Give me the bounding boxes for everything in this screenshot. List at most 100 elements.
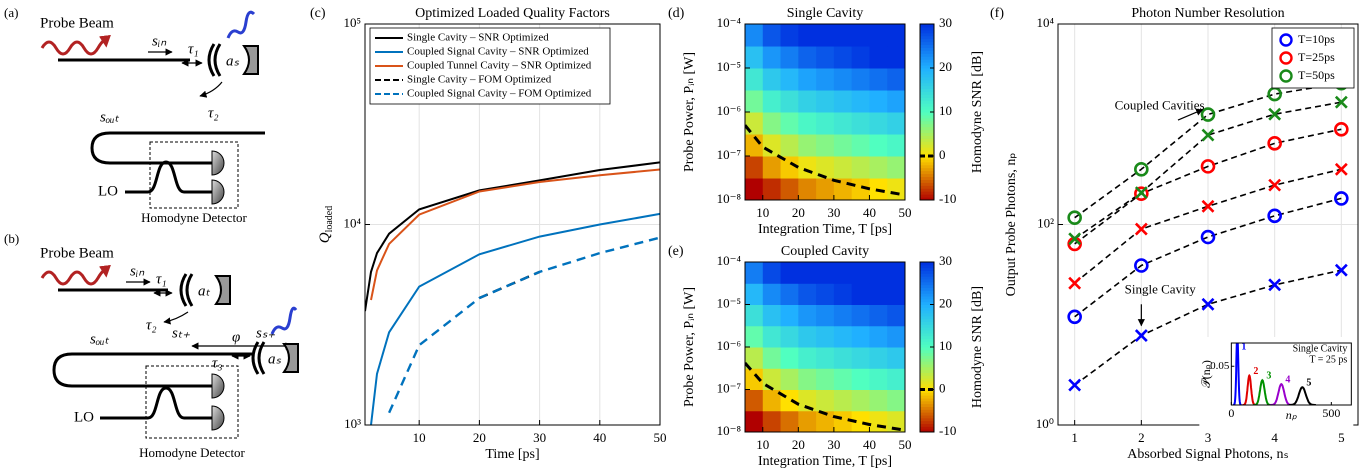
colorbar-step	[920, 41, 934, 46]
colorbar-step	[920, 158, 934, 163]
heatmap-cell	[833, 368, 853, 390]
colorbar-step	[920, 88, 934, 92]
colorbar-step	[920, 182, 934, 186]
colorbar-tick-label: 30	[939, 253, 952, 268]
s-s: sₛ₊	[256, 325, 275, 341]
colorbar-tick-label: 0	[939, 380, 946, 395]
s-in: sᵢₙ	[130, 263, 145, 279]
heatmap-cell	[780, 283, 799, 305]
x-tick-label: 30	[827, 205, 840, 220]
heatmap-cell	[851, 347, 870, 369]
colorbar-step	[920, 321, 934, 325]
heatmap-cell	[816, 347, 835, 369]
heatmap-cell	[869, 389, 888, 412]
colorbar-step	[920, 423, 934, 427]
colorbar-step	[920, 144, 934, 148]
x-tick-label: 20	[473, 430, 486, 445]
y-tick-label: 10⁻⁵	[717, 295, 741, 310]
heatmap-cell	[833, 283, 853, 305]
colorbar-step	[920, 59, 934, 63]
colorbar-step	[920, 358, 934, 362]
colorbar-step	[920, 114, 934, 119]
y-tick-label: 10⁴	[343, 215, 361, 230]
y-axis-label: Output Probe Photons, nₚ	[1004, 153, 1019, 297]
inset-x-tick-label: 0	[1228, 406, 1234, 420]
colorbar-step	[920, 53, 934, 57]
heatmap-cell	[887, 24, 906, 47]
heatmap-cell	[833, 325, 853, 348]
diagram-b: (b) Probe Beam sᵢₙ τ₁ aₜ τ₂ sₜ₊ φ sₛ₊ τ₃…	[4, 231, 299, 460]
colorbar-step	[920, 56, 934, 60]
x-tick-label: 5	[1338, 430, 1345, 445]
colorbar-step	[920, 132, 934, 136]
heatmap-cell	[745, 262, 764, 284]
heatmap-cell	[798, 46, 817, 69]
detector	[211, 150, 225, 176]
legend-label: Coupled Tunnel Cavity – SNR Optimized	[407, 60, 592, 72]
heatmap-cell	[887, 410, 906, 433]
colorbar-step	[920, 161, 934, 166]
panel-label: (e)	[668, 244, 684, 259]
marker-circle	[1267, 136, 1282, 151]
x-axis-label: Integration Time, T [ps]	[758, 454, 892, 468]
colorbar-step	[920, 284, 934, 288]
heatmap-cell	[762, 410, 782, 433]
heatmap-cell	[745, 389, 764, 412]
colorbar-step	[920, 126, 934, 131]
y-axis-label: Probe Power, Pᵢₙ [W]	[682, 287, 697, 407]
marker-cross	[1268, 278, 1282, 292]
legend-label: Coupled Signal Cavity – SNR Optimized	[407, 46, 589, 58]
detector-box	[149, 141, 239, 209]
heatmap-cell	[816, 389, 835, 412]
colorbar-step	[920, 417, 934, 422]
heatmap-cell	[798, 68, 817, 91]
marker-cross	[1201, 199, 1215, 213]
s-out: sₒᵤₜ	[100, 109, 120, 125]
series-line	[388, 236, 660, 414]
marker-cross	[1334, 95, 1348, 109]
colorbar-step	[920, 44, 934, 48]
detector	[211, 373, 225, 399]
heatmap-cell	[762, 325, 782, 348]
colorbar-tick-label: 20	[939, 59, 952, 74]
colorbar-tick-label: -10	[939, 423, 956, 438]
marker-cross	[1268, 107, 1282, 121]
mirror	[207, 43, 222, 77]
y-tick-label: 10²	[1037, 215, 1054, 230]
probe-label: Probe Beam	[40, 15, 114, 31]
colorbar-step	[920, 191, 934, 195]
heatmap-cell	[869, 68, 888, 91]
colorbar-step	[920, 412, 934, 416]
heatmap-cell	[869, 368, 888, 390]
colorbar-label: Homodyne SNR [dB]	[970, 286, 985, 408]
colorbar-step	[920, 185, 934, 189]
signal-wave	[270, 306, 298, 335]
colorbar-step	[920, 138, 934, 142]
heatmap-cell	[816, 410, 835, 433]
legend-label: T=10ps	[1298, 32, 1335, 46]
y-tick-label: 10⁻⁷	[717, 380, 741, 395]
marker-cross	[1068, 276, 1082, 290]
inset-y-label: 𝒫(nₚ)	[1199, 360, 1213, 388]
lo-label: LO	[74, 409, 94, 425]
colorbar-step	[920, 369, 934, 373]
x-tick-label: 10	[756, 205, 769, 220]
colorbar-step	[920, 120, 934, 125]
inset-peak	[1288, 386, 1316, 405]
diagram-a: (a) Probe Beam sᵢₙ τ₁ aₛ τ₂ sₒᵤₜ LO Homo…	[4, 5, 265, 225]
colorbar-step	[920, 94, 934, 98]
colorbar-step	[920, 50, 934, 54]
marker-cross	[1134, 186, 1148, 200]
heatmap-cell	[798, 325, 817, 348]
mirror	[242, 45, 259, 75]
colorbar-tick-label: 10	[939, 338, 952, 353]
heatmap-cell	[869, 262, 888, 284]
colorbar-step	[920, 82, 934, 87]
x-axis-label: Time [ps]	[485, 447, 539, 462]
heatmap-cell	[780, 112, 799, 135]
x-tick-label: 4	[1271, 430, 1278, 445]
colorbar-step	[920, 267, 934, 271]
colorbar-step	[920, 79, 934, 84]
heatmap-cell	[745, 156, 764, 179]
